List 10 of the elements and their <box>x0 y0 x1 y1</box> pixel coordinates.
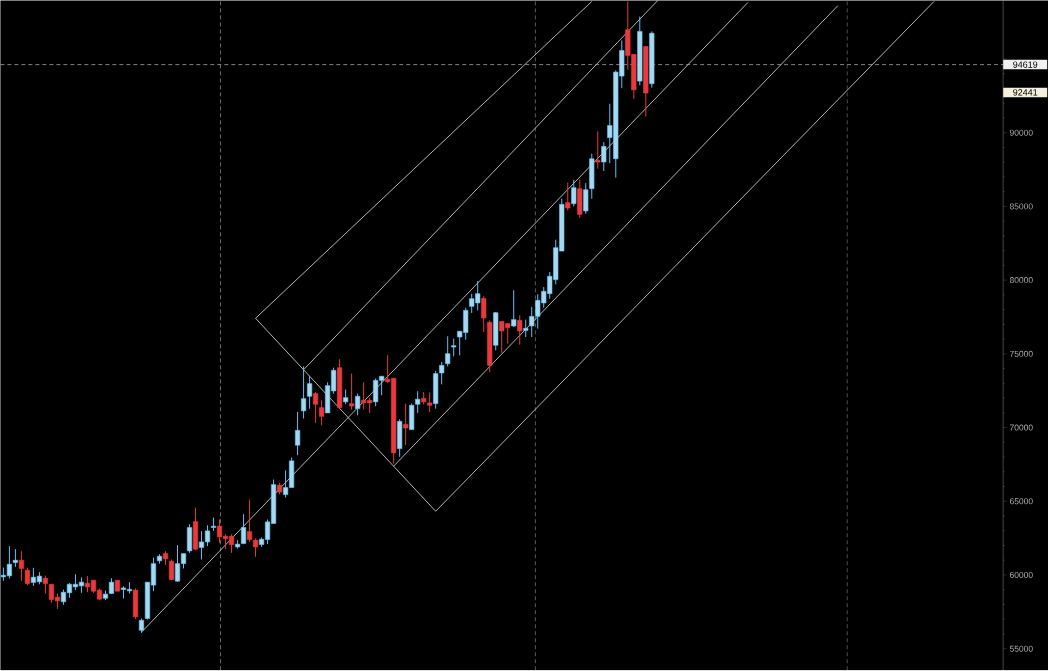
y-tick-label: 65000 <box>1009 498 1033 505</box>
text: 92441 <box>1013 89 1038 96</box>
ref-line-label: 94619 <box>1013 61 1038 68</box>
y-tick-label: 75000 <box>1009 351 1033 358</box>
y-tick-label: 85000 <box>1009 203 1033 210</box>
y-tick-label: 90000 <box>1009 129 1033 136</box>
y-tick-label: 60000 <box>1009 572 1033 579</box>
y-tick-label: 80000 <box>1009 277 1033 284</box>
y-tick-label: 70000 <box>1009 424 1033 431</box>
y-tick-label: 55000 <box>1009 645 1033 652</box>
